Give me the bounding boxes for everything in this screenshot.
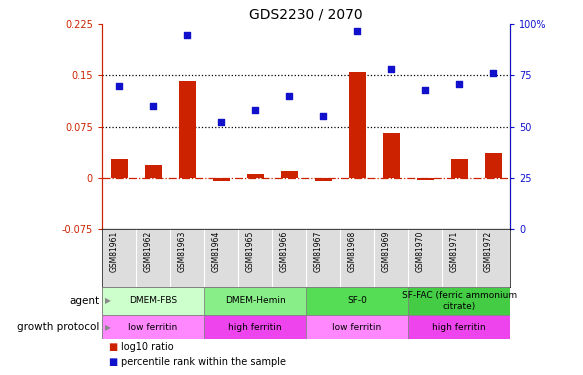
Point <box>148 103 157 109</box>
Point <box>318 113 328 119</box>
Text: ■: ■ <box>108 342 117 352</box>
Point <box>182 32 192 38</box>
Text: GSM81967: GSM81967 <box>314 231 323 273</box>
Bar <box>102 315 204 339</box>
Bar <box>178 81 195 178</box>
Bar <box>102 287 204 315</box>
Text: GSM81966: GSM81966 <box>280 231 289 273</box>
Bar <box>306 315 408 339</box>
Text: GSM81961: GSM81961 <box>110 231 119 272</box>
Text: GSM81971: GSM81971 <box>450 231 459 272</box>
Point <box>114 83 124 89</box>
Text: low ferritin: low ferritin <box>128 322 178 332</box>
Bar <box>408 315 510 339</box>
Bar <box>204 287 306 315</box>
Text: DMEM-Hemin: DMEM-Hemin <box>224 296 286 305</box>
Text: GSM81963: GSM81963 <box>178 231 187 273</box>
Point <box>216 120 226 126</box>
Title: GDS2230 / 2070: GDS2230 / 2070 <box>250 8 363 22</box>
Text: GSM81968: GSM81968 <box>348 231 357 272</box>
Point <box>454 81 463 87</box>
Text: GSM81970: GSM81970 <box>416 231 425 273</box>
Text: GSM81965: GSM81965 <box>246 231 255 273</box>
Text: ■: ■ <box>108 357 117 367</box>
Text: GSM81972: GSM81972 <box>484 231 493 272</box>
Text: low ferritin: low ferritin <box>332 322 382 332</box>
Bar <box>484 153 501 178</box>
Text: percentile rank within the sample: percentile rank within the sample <box>121 357 286 367</box>
Point <box>251 107 260 113</box>
Bar <box>145 165 161 178</box>
Point <box>387 66 396 72</box>
Bar <box>451 159 468 178</box>
Text: high ferritin: high ferritin <box>433 322 486 332</box>
Bar <box>315 178 332 181</box>
Text: agent: agent <box>69 296 99 306</box>
Bar <box>417 178 434 180</box>
Text: SF-0: SF-0 <box>347 296 367 305</box>
Text: GSM81962: GSM81962 <box>144 231 153 272</box>
Bar <box>247 174 264 178</box>
Bar <box>204 315 306 339</box>
Text: GSM81964: GSM81964 <box>212 231 221 273</box>
Bar <box>408 287 510 315</box>
Bar <box>382 134 399 178</box>
Bar <box>306 287 408 315</box>
Text: ▶: ▶ <box>105 296 111 305</box>
Text: log10 ratio: log10 ratio <box>121 342 173 352</box>
Text: high ferritin: high ferritin <box>229 322 282 332</box>
Bar <box>349 72 366 178</box>
Text: GSM81969: GSM81969 <box>382 231 391 273</box>
Point <box>285 93 294 99</box>
Text: growth protocol: growth protocol <box>17 322 99 332</box>
Bar <box>111 159 128 178</box>
Bar <box>213 178 230 181</box>
Bar <box>280 171 297 178</box>
Point <box>489 70 498 76</box>
Point <box>352 27 361 33</box>
Text: ▶: ▶ <box>105 322 111 332</box>
Point <box>420 87 430 93</box>
Text: DMEM-FBS: DMEM-FBS <box>129 296 177 305</box>
Text: SF-FAC (ferric ammonium
citrate): SF-FAC (ferric ammonium citrate) <box>402 291 517 310</box>
